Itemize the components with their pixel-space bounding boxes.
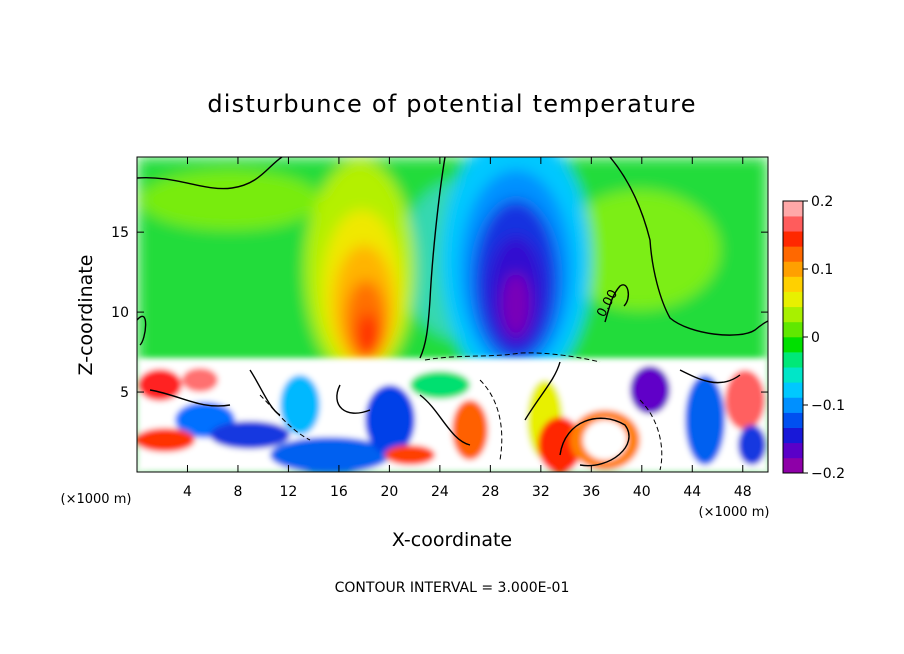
x-tick-label: 20 [380, 484, 398, 500]
x-tick-label: 36 [582, 484, 600, 500]
x-axis: 4 8 12 16 20 24 28 32 36 40 44 48 (×1000 m) (×1000 … [61, 157, 770, 551]
contour-interval: CONTOUR INTERVAL = 3.000E-01 [335, 580, 570, 596]
colorbar-swatch [783, 367, 803, 383]
colorbar-swatch [783, 321, 803, 338]
colorbar-swatch [783, 382, 803, 398]
x-tick-label: 48 [734, 484, 752, 500]
plot-frame [136, 156, 769, 473]
colorbar-swatch [783, 457, 803, 474]
colorbar-swatch [783, 246, 803, 262]
upper-field [137, 157, 768, 472]
y-tick-label: 10 [111, 305, 129, 321]
x-tick-label: 40 [633, 484, 651, 500]
colorbar-swatch [783, 216, 803, 232]
y-axis-label: Z-coordinate [75, 255, 97, 376]
x-tick-label: 12 [280, 484, 298, 500]
y-tick-label: 5 [120, 385, 129, 401]
colorbar-tick-label: 0.1 [811, 262, 833, 278]
y-tick-label: 15 [111, 225, 129, 241]
colorbar-swatch [783, 442, 803, 459]
colorbar-tick-label: −0.2 [811, 466, 845, 482]
colorbar-swatch [783, 291, 803, 308]
colorbar-swatch [783, 276, 803, 292]
colorbar-swatch [783, 397, 803, 413]
colorbar-swatch [783, 337, 803, 353]
x-tick-label: 8 [233, 484, 242, 500]
colorbar: 0.2 0.1 0 −0.1 −0.2 [782, 194, 845, 482]
contour-lines [137, 157, 768, 467]
x-tick-label: 28 [481, 484, 499, 500]
y-axis: 5 10 15 Z-coordinate [75, 225, 768, 401]
x-unit-left: (×1000 m) [61, 492, 132, 507]
plot-area [137, 157, 768, 472]
colorbar-swatch [783, 412, 803, 428]
colorbar-tick-label: 0 [811, 330, 820, 346]
colorbar-swatch [783, 306, 803, 323]
colorbar-swatch [783, 352, 803, 368]
colorbar-swatch [783, 261, 803, 277]
negative-contour-lines [259, 352, 663, 471]
x-unit-right: (×1000 m) [699, 505, 770, 520]
colorbar-swatch [783, 427, 803, 444]
colorbar-tick-label: −0.1 [811, 398, 845, 414]
x-tick-label: 16 [330, 484, 348, 500]
x-tick-label: 32 [532, 484, 550, 500]
chart-title: disturbunce of potential temperature [207, 90, 696, 118]
colorbar-swatch [783, 201, 803, 217]
x-tick-label: 24 [431, 484, 449, 500]
x-tick-label: 4 [183, 484, 192, 500]
colorbar-tick-label: 0.2 [811, 194, 833, 210]
x-axis-label: X-coordinate [392, 529, 512, 551]
x-tick-label: 44 [683, 484, 701, 500]
boundary-layer [137, 358, 768, 472]
colorbar-swatch [783, 231, 803, 247]
